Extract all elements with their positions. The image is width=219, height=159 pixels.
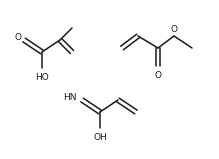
Text: O: O (154, 70, 161, 80)
Text: OH: OH (93, 134, 107, 142)
Text: HN: HN (63, 93, 77, 103)
Text: O: O (171, 25, 178, 35)
Text: O: O (14, 32, 21, 41)
Text: HO: HO (35, 73, 49, 83)
